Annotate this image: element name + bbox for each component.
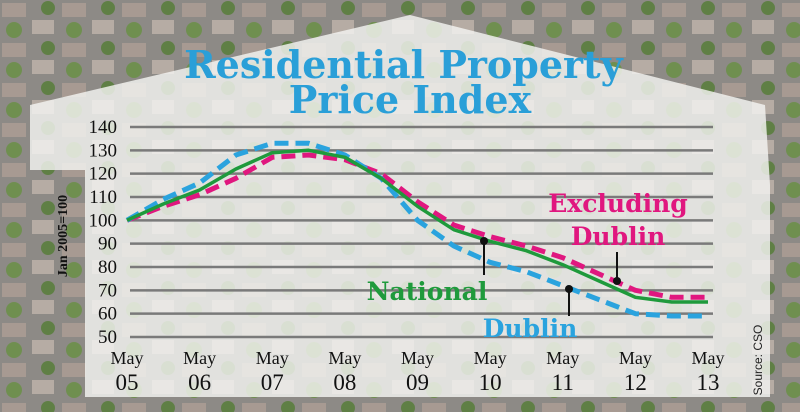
series-line-national <box>126 148 708 304</box>
x-tick-year: 06 <box>188 370 211 395</box>
x-tick-month: May <box>546 348 579 368</box>
y-tick-label: 70 <box>98 280 117 301</box>
series-label-dublin: Dublin <box>483 314 578 343</box>
x-tick-month: May <box>692 348 725 368</box>
y-tick-label: 120 <box>89 164 118 185</box>
series-label-excluding-dublin: Dublin <box>571 222 666 251</box>
x-tick-year: 05 <box>116 370 139 395</box>
y-tick-label: 110 <box>89 187 117 208</box>
x-tick-month: May <box>183 348 216 368</box>
series-label-national: National <box>367 277 488 306</box>
chart-title: Residential Property Price Index <box>184 42 636 122</box>
series-line-excluding-dublin <box>126 152 708 300</box>
annotation-dot <box>480 237 488 245</box>
x-tick-year: 13 <box>697 370 720 395</box>
y-tick-label: 90 <box>98 234 117 255</box>
y-tick-label: 50 <box>98 327 117 348</box>
x-tick-month: May <box>401 348 434 368</box>
y-tick-label: 140 <box>89 117 118 138</box>
x-tick-month: May <box>256 348 289 368</box>
x-tick-year: 10 <box>479 370 502 395</box>
series-label-excluding-dublin: Excluding <box>548 189 688 218</box>
x-tick-year: 11 <box>552 370 574 395</box>
x-tick-year: 09 <box>406 370 429 395</box>
y-tick-label: 60 <box>98 304 117 325</box>
annotation-dot <box>565 285 573 293</box>
x-tick-year: 12 <box>624 370 647 395</box>
y-tick-label: 130 <box>89 140 118 161</box>
y-tick-label: 100 <box>89 210 118 231</box>
x-tick-month: May <box>474 348 507 368</box>
y-tick-label: 80 <box>98 257 117 278</box>
x-tick-year: 08 <box>333 370 356 395</box>
house-shaped-panel <box>30 15 770 397</box>
source-label: Source: CSO <box>751 325 765 396</box>
y-axis-label: Jan 2005=100 <box>56 195 71 277</box>
x-tick-month: May <box>111 348 144 368</box>
x-tick-year: 07 <box>261 370 284 395</box>
annotation-dot <box>613 277 621 285</box>
x-tick-month: May <box>328 348 361 368</box>
x-tick-month: May <box>619 348 652 368</box>
series-line-dublin <box>125 140 708 319</box>
